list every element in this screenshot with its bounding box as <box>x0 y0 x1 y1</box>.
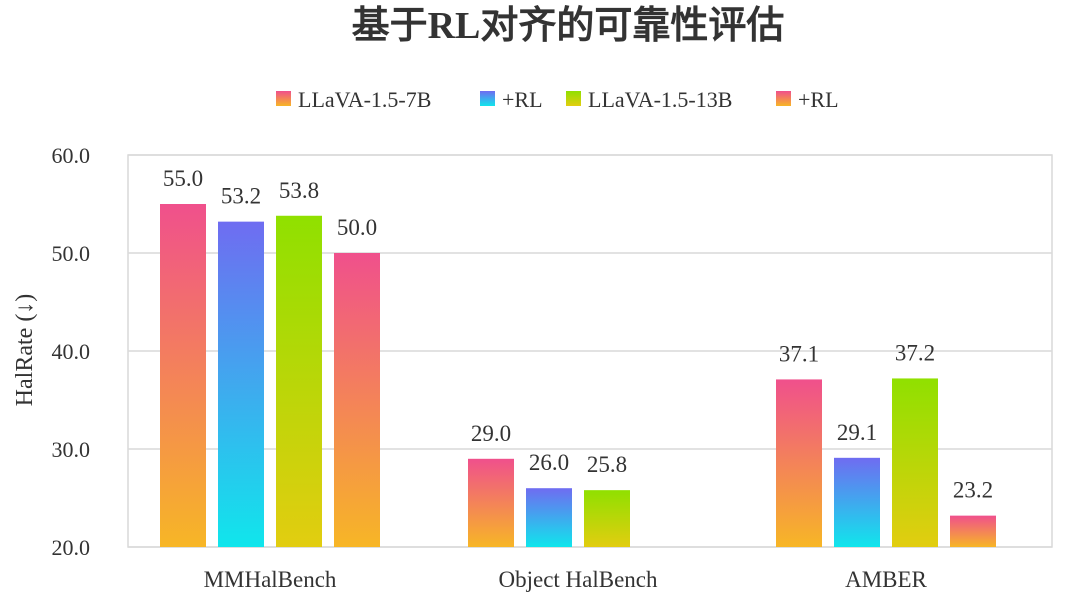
bar <box>892 378 938 547</box>
y-tick-label: 20.0 <box>52 535 91 560</box>
legend-swatch <box>566 91 581 106</box>
x-axis-ticks: MMHalBench Object HalBench AMBER <box>204 567 928 592</box>
data-label: 50.0 <box>337 215 377 240</box>
y-tick-label: 40.0 <box>52 339 91 364</box>
bar <box>584 490 630 547</box>
bar <box>776 379 822 547</box>
legend-swatch <box>776 91 791 106</box>
data-label: 23.2 <box>953 478 993 503</box>
bar <box>160 204 206 547</box>
legend-label: +RL <box>502 87 543 112</box>
x-tick-label: AMBER <box>845 567 927 592</box>
legend-label: LLaVA-1.5-7B <box>298 87 431 112</box>
chart-title: 基于RL对齐的可靠性评估 <box>352 5 785 47</box>
legend-swatch <box>480 91 495 106</box>
data-label: 26.0 <box>529 450 569 475</box>
legend-swatch <box>276 91 291 106</box>
bar <box>334 253 380 547</box>
y-axis-ticks: 20.0 30.0 40.0 50.0 60.0 <box>52 143 91 560</box>
legend-label: +RL <box>798 87 839 112</box>
data-label: 29.1 <box>837 420 877 445</box>
data-label: 37.1 <box>779 341 819 366</box>
y-tick-label: 50.0 <box>52 241 91 266</box>
data-label: 25.8 <box>587 452 627 477</box>
x-tick-label: MMHalBench <box>204 567 337 592</box>
y-tick-label: 30.0 <box>52 437 91 462</box>
bar <box>218 221 264 547</box>
bars <box>160 204 996 547</box>
bar <box>834 457 880 547</box>
legend-label: LLaVA-1.5-13B <box>588 87 732 112</box>
data-label: 37.2 <box>895 340 935 365</box>
y-tick-label: 60.0 <box>52 143 91 168</box>
bar <box>468 458 514 547</box>
legend: LLaVA-1.5-7B +RL LLaVA-1.5-13B +RL <box>276 87 839 112</box>
y-axis-label: HalRate (↓) <box>12 294 38 407</box>
data-label: 53.2 <box>221 184 261 209</box>
x-tick-label: Object HalBench <box>498 567 658 592</box>
data-label: 53.8 <box>279 178 319 203</box>
data-label: 55.0 <box>163 166 203 191</box>
bar <box>276 215 322 547</box>
bar <box>950 515 996 547</box>
data-label: 29.0 <box>471 421 511 446</box>
bar <box>526 488 572 547</box>
data-labels: 55.0 53.2 53.8 50.0 29.0 26.0 25.8 37.1 29.1 37.2… <box>163 166 993 503</box>
